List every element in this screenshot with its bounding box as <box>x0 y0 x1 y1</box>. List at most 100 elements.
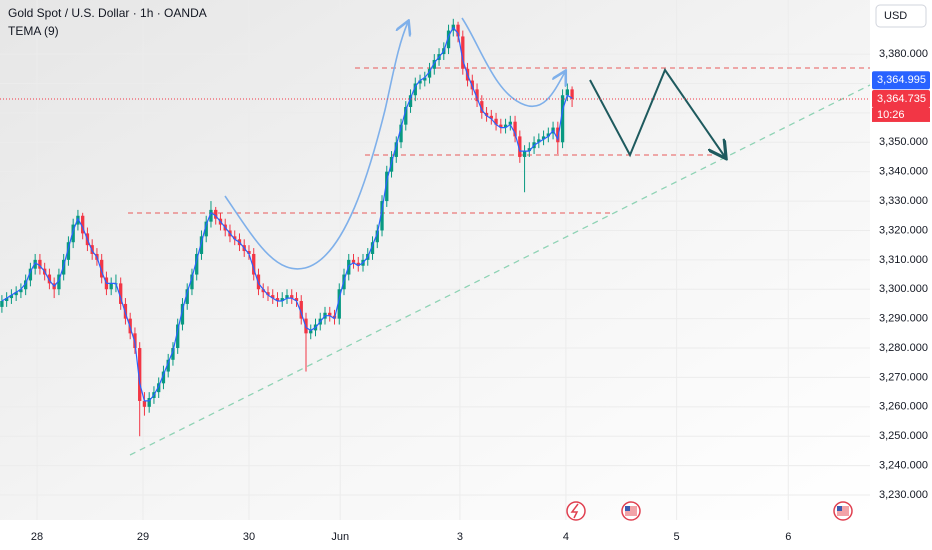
candle-body <box>427 68 432 78</box>
event-icon <box>621 501 641 521</box>
candle-body <box>157 383 161 393</box>
candle-body <box>489 115 493 119</box>
y-tick-label: 3,290.000 <box>879 313 928 325</box>
candle-body <box>480 101 484 113</box>
x-tick-label: 29 <box>137 531 149 543</box>
candle-body <box>432 59 436 69</box>
candle-body <box>33 259 37 269</box>
candle-body <box>456 24 460 37</box>
candle-body <box>176 324 180 349</box>
y-tick-label: 3,250.000 <box>879 430 928 442</box>
candle-body <box>413 83 417 96</box>
candle-body <box>375 230 379 243</box>
x-tick-label: 28 <box>31 531 43 543</box>
candle-body <box>380 201 384 231</box>
candle-body <box>161 371 166 384</box>
indicator-label: TEMA (9) <box>8 24 59 38</box>
x-tick-label: 4 <box>563 531 569 543</box>
candle-body <box>508 121 512 125</box>
currency-button[interactable] <box>875 4 927 28</box>
candle-body <box>385 171 389 202</box>
candle-body <box>499 124 503 128</box>
trend-line <box>129 84 871 456</box>
candle-body <box>275 298 280 302</box>
candle-body <box>209 209 213 222</box>
candle-body <box>233 236 237 240</box>
candle-body <box>171 348 175 360</box>
candle-body <box>356 262 360 266</box>
candle-body <box>109 283 113 290</box>
tema-line <box>1 26 573 402</box>
candle-body <box>214 209 218 219</box>
y-tick-label: 3,240.000 <box>879 460 928 472</box>
candle-body <box>119 283 123 304</box>
x-tick-label: 3 <box>457 531 463 543</box>
event-icon <box>566 501 586 521</box>
y-tick-label: 3,230.000 <box>879 489 928 501</box>
chart-title: Gold Spot / U.S. Dollar · 1h · OANDA <box>8 6 207 20</box>
y-tick-label: 3,350.000 <box>879 136 928 148</box>
candle-body <box>294 298 299 302</box>
countdown-label: 10:26 <box>877 109 905 121</box>
candle-body <box>71 224 75 243</box>
candle-body <box>446 30 451 49</box>
candle-body <box>518 136 522 157</box>
candle-body <box>100 259 104 278</box>
candle-body <box>328 312 332 316</box>
candle-body <box>38 259 42 269</box>
y-tick-label: 3,330.000 <box>879 195 928 207</box>
candle-body <box>513 121 517 137</box>
candle-body <box>190 274 194 290</box>
candle-body <box>199 236 204 254</box>
candle-body <box>14 292 18 296</box>
candle-body <box>565 89 569 96</box>
candle-body <box>494 118 498 125</box>
candle-body <box>484 112 489 116</box>
candle-body <box>418 80 422 84</box>
countdown-tag <box>872 107 930 122</box>
candle-body <box>290 295 294 299</box>
candle-body <box>247 251 251 254</box>
price-tag-label: 3,364.735 <box>877 93 926 105</box>
candle-body <box>252 253 256 275</box>
candle-body <box>166 359 170 372</box>
candle-body <box>556 127 560 143</box>
grid <box>0 0 870 520</box>
candle-body <box>408 95 413 107</box>
currency-label: USD <box>884 10 907 22</box>
price-tag-label: 3,364.995 <box>877 74 926 86</box>
candle-body <box>423 77 427 81</box>
candle-body <box>399 124 403 143</box>
projection-curve <box>224 22 408 270</box>
price-tag <box>872 71 930 90</box>
candle-body <box>28 268 33 281</box>
candle-body <box>541 136 546 140</box>
projection-curve <box>461 17 565 108</box>
candle-body <box>560 95 565 143</box>
candle-body <box>261 289 265 293</box>
y-tick-label: 3,320.000 <box>879 224 928 236</box>
candle-body <box>285 295 289 299</box>
candle-body <box>19 289 23 293</box>
candles <box>0 18 574 437</box>
x-tick-label: 30 <box>243 531 255 543</box>
x-tick-label: Jun <box>331 531 349 543</box>
candle-body <box>461 36 465 69</box>
y-tick-label: 3,310.000 <box>879 254 928 266</box>
candle-body <box>81 215 85 234</box>
candle-body <box>527 148 531 152</box>
candle-body <box>142 400 147 407</box>
candle-body <box>23 280 28 290</box>
y-tick-label: 3,380.000 <box>879 48 928 60</box>
candle-body <box>337 289 341 319</box>
candle-body <box>309 330 313 334</box>
x-tick-label: 6 <box>785 531 791 543</box>
candle-body <box>299 301 303 319</box>
candle-body <box>195 253 199 275</box>
x-tick-label: 5 <box>674 531 680 543</box>
projection-path <box>589 67 725 157</box>
candle-body <box>180 303 185 325</box>
y-tick-label: 3,340.000 <box>879 166 928 178</box>
candle-body <box>475 89 479 102</box>
